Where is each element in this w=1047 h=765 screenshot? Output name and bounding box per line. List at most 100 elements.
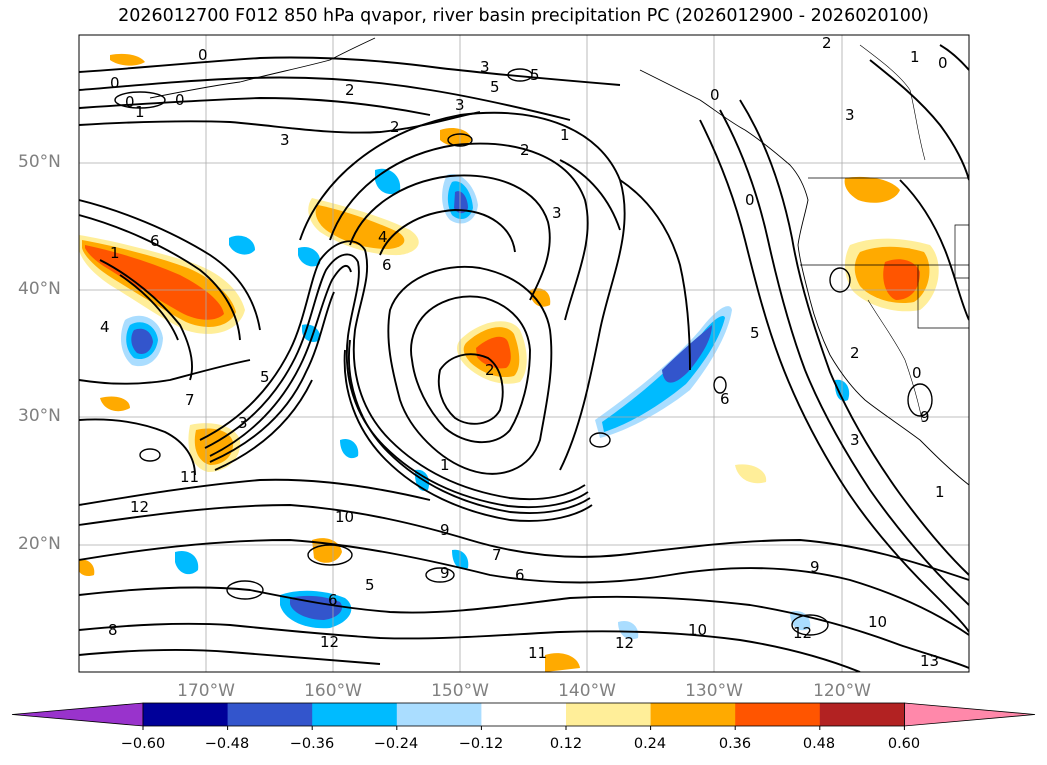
contour-label: 6 (720, 390, 730, 408)
map-title: 2026012700 F012 850 hPa qvapor, river ba… (118, 6, 929, 26)
contour-label: 2 (485, 361, 495, 379)
contour-label-layer: 0 0 0 0 1 2 3 5 5 3 2 1 0 2 3 6 4 1 2 1 … (100, 34, 948, 670)
contour-label: 1 (110, 244, 120, 262)
contour-label: 10 (868, 613, 887, 631)
colorbar-tick-label: −0.48 (204, 736, 250, 752)
gridlines (79, 35, 969, 672)
contour-label: 5 (530, 66, 540, 84)
lon-label-140w: 140°W (558, 681, 616, 701)
colorbar-tick-label: 0.36 (718, 736, 752, 752)
lat-label-20n: 20°N (18, 534, 61, 554)
coastlines (149, 37, 969, 486)
positive-anomaly-region (545, 653, 580, 672)
colorbar-segment (312, 703, 398, 726)
lon-label-150w: 150°W (431, 681, 489, 701)
colorbar-segment (143, 703, 229, 726)
contour-label: 5 (365, 576, 375, 594)
colorbar-arrow-right (904, 702, 1036, 727)
negative-anomaly-region (375, 168, 401, 195)
colorbar-tick-label: −0.36 (289, 736, 335, 752)
contour-label: 3 (280, 131, 290, 149)
lon-label-130w: 130°W (685, 681, 743, 701)
lon-label-120w: 120°W (813, 681, 871, 701)
lat-label-40n: 40°N (18, 279, 61, 299)
colorbar-tick-label: −0.12 (458, 736, 504, 752)
contour-label: 11 (180, 468, 199, 486)
colorbar-tick-label: 0.60 (887, 736, 921, 752)
negative-anomaly-region (340, 438, 359, 459)
colorbar (11, 702, 1036, 730)
contour-label: 9 (440, 564, 450, 582)
colorbar-segment (650, 703, 736, 726)
contour-label: 0 (125, 93, 135, 111)
colorbar-outline (142, 702, 905, 727)
contour-label: 3 (552, 204, 562, 222)
contour-label: 3 (455, 96, 465, 114)
contour-label: 8 (108, 621, 118, 639)
contour-label: 12 (615, 634, 634, 652)
contour-label: 4 (100, 318, 110, 336)
positive-anomaly-region (110, 53, 145, 66)
colorbar-segment (819, 703, 905, 726)
contour-label: 13 (920, 652, 939, 670)
colorbar-tick-label: −0.60 (120, 736, 166, 752)
contour-label: 0 (938, 54, 948, 72)
contour-label: 0 (198, 46, 208, 64)
negative-anomaly-region (131, 328, 153, 354)
contour-label: 1 (935, 483, 945, 501)
contour-label: 3 (480, 58, 490, 76)
colorbar-tick-label: −0.24 (373, 736, 419, 752)
contour-label: 7 (492, 546, 502, 564)
contour-label: 5 (260, 368, 270, 386)
contour-label: 3 (845, 106, 855, 124)
colorbar-tick-label: 0.24 (633, 736, 667, 752)
contour-label: 3 (850, 431, 860, 449)
contour-label: 9 (920, 408, 930, 426)
contour-label: 1 (440, 456, 450, 474)
contour-label: 6 (382, 256, 392, 274)
negative-anomaly-region (229, 235, 255, 255)
contour-label: 2 (822, 34, 832, 52)
contour-label: 7 (185, 391, 195, 409)
contour-label: 0 (912, 364, 922, 382)
negative-anomaly-region (618, 620, 639, 640)
contour-label: 10 (335, 508, 354, 526)
positive-anomaly-region (85, 245, 224, 320)
lat-label-50n: 50°N (18, 152, 61, 172)
contour-label: 0 (175, 91, 185, 109)
contour-label: 4 (378, 228, 388, 246)
positive-anomaly-region (530, 288, 551, 307)
colorbar-tick-label: 0.12 (549, 736, 583, 752)
contour-label: 6 (150, 232, 160, 250)
colorbar-tick-label: 0.48 (802, 736, 836, 752)
positive-anomaly-region (735, 464, 767, 484)
lat-label-30n: 30°N (18, 406, 61, 426)
positive-anomaly-region (79, 559, 95, 577)
contour-lines (79, 44, 969, 672)
contour-label: 2 (390, 118, 400, 136)
negative-anomaly-region (454, 191, 468, 214)
negative-anomaly-region (298, 246, 321, 267)
contour-label: 3 (238, 414, 248, 432)
contour-label: 6 (515, 566, 525, 584)
positive-anomaly-region (315, 205, 405, 249)
negative-anomaly-region (662, 325, 712, 383)
contour-label: 9 (810, 558, 820, 576)
lon-label-160w: 160°W (304, 681, 362, 701)
contour-label: 11 (528, 644, 547, 662)
negative-anomaly-region (175, 550, 199, 575)
colorbar-segment (396, 703, 482, 726)
contour-label: 9 (440, 521, 450, 539)
contour-label: 12 (793, 624, 812, 642)
contour-label: 2 (850, 344, 860, 362)
contour-label: 1 (910, 48, 920, 66)
colorbar-segment (566, 703, 652, 726)
contour-label: 12 (320, 633, 339, 651)
map-frame (78, 34, 970, 673)
contour-label: 6 (328, 591, 338, 609)
colorbar-arrow-left (11, 702, 144, 727)
negative-anomaly-region (290, 595, 343, 620)
contour-label: 12 (130, 498, 149, 516)
contour-rings (114, 68, 933, 636)
